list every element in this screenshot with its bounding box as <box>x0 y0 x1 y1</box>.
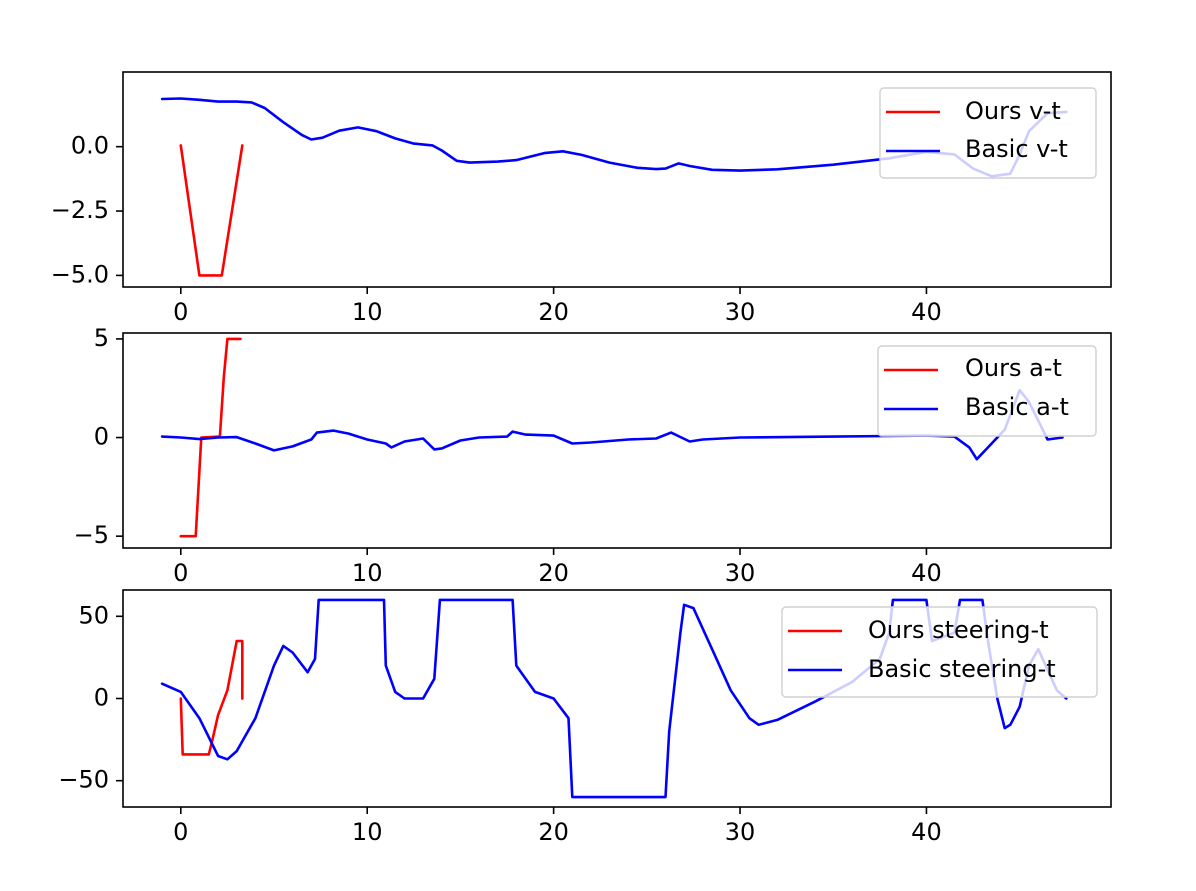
x-tick-label: 40 <box>911 818 942 846</box>
y-tick-label: 50 <box>78 601 109 629</box>
legend-label-basic-steering: Basic steering-t <box>868 655 1056 683</box>
legend-box-acceleration <box>877 345 1097 437</box>
y-tick-label: 0 <box>94 684 109 712</box>
y-tick-label: −5 <box>74 521 109 549</box>
x-tick-label: 10 <box>352 298 383 326</box>
subplot-velocity: 0 10 20 30 40 0.0 −2.5 −5.0 Ours v-t Basic v-t <box>51 71 1112 326</box>
y-tick-label: 0.0 <box>71 132 109 160</box>
axes-frame-velocity <box>122 71 1112 288</box>
x-tick-label: 30 <box>725 818 756 846</box>
y-tick-label: −5.0 <box>51 260 109 288</box>
x-tick-label: 0 <box>173 818 188 846</box>
x-tick-label: 40 <box>911 559 942 587</box>
x-tick-label: 20 <box>538 818 569 846</box>
x-tick-label: 10 <box>352 559 383 587</box>
series-line-basic-steering <box>160 598 1068 799</box>
axes-frame-acceleration <box>122 332 1112 549</box>
x-tick-label: 30 <box>725 559 756 587</box>
x-tick-label: 20 <box>538 559 569 587</box>
legend-label-basic-a: Basic a-t <box>965 393 1069 421</box>
subplot-steering: 0 10 20 30 40 50 0 −50 Ours steering-t Basic ste… <box>58 589 1112 846</box>
x-tick-label: 0 <box>173 559 188 587</box>
x-tick-label: 0 <box>173 298 188 326</box>
x-tick-label: 40 <box>911 298 942 326</box>
legend-label-ours-a: Ours a-t <box>965 354 1062 382</box>
series-line-ours-steering <box>179 639 244 756</box>
legend-label-basic-v: Basic v-t <box>965 135 1068 163</box>
legend-box-steering <box>781 606 1098 698</box>
x-tick-label: 30 <box>725 298 756 326</box>
legend-box-velocity <box>879 87 1097 179</box>
x-tick-label: 10 <box>352 818 383 846</box>
legend-label-ours-v: Ours v-t <box>965 97 1061 125</box>
x-tick-label: 20 <box>538 298 569 326</box>
y-tick-label: −50 <box>58 766 109 794</box>
y-tick-label: −2.5 <box>51 196 109 224</box>
series-line-basic-acceleration <box>160 388 1064 461</box>
y-tick-label: 5 <box>94 324 109 352</box>
y-tick-label: 0 <box>94 423 109 451</box>
legend-label-ours-steering: Ours steering-t <box>868 616 1049 644</box>
series-line-ours-velocity <box>179 144 244 277</box>
